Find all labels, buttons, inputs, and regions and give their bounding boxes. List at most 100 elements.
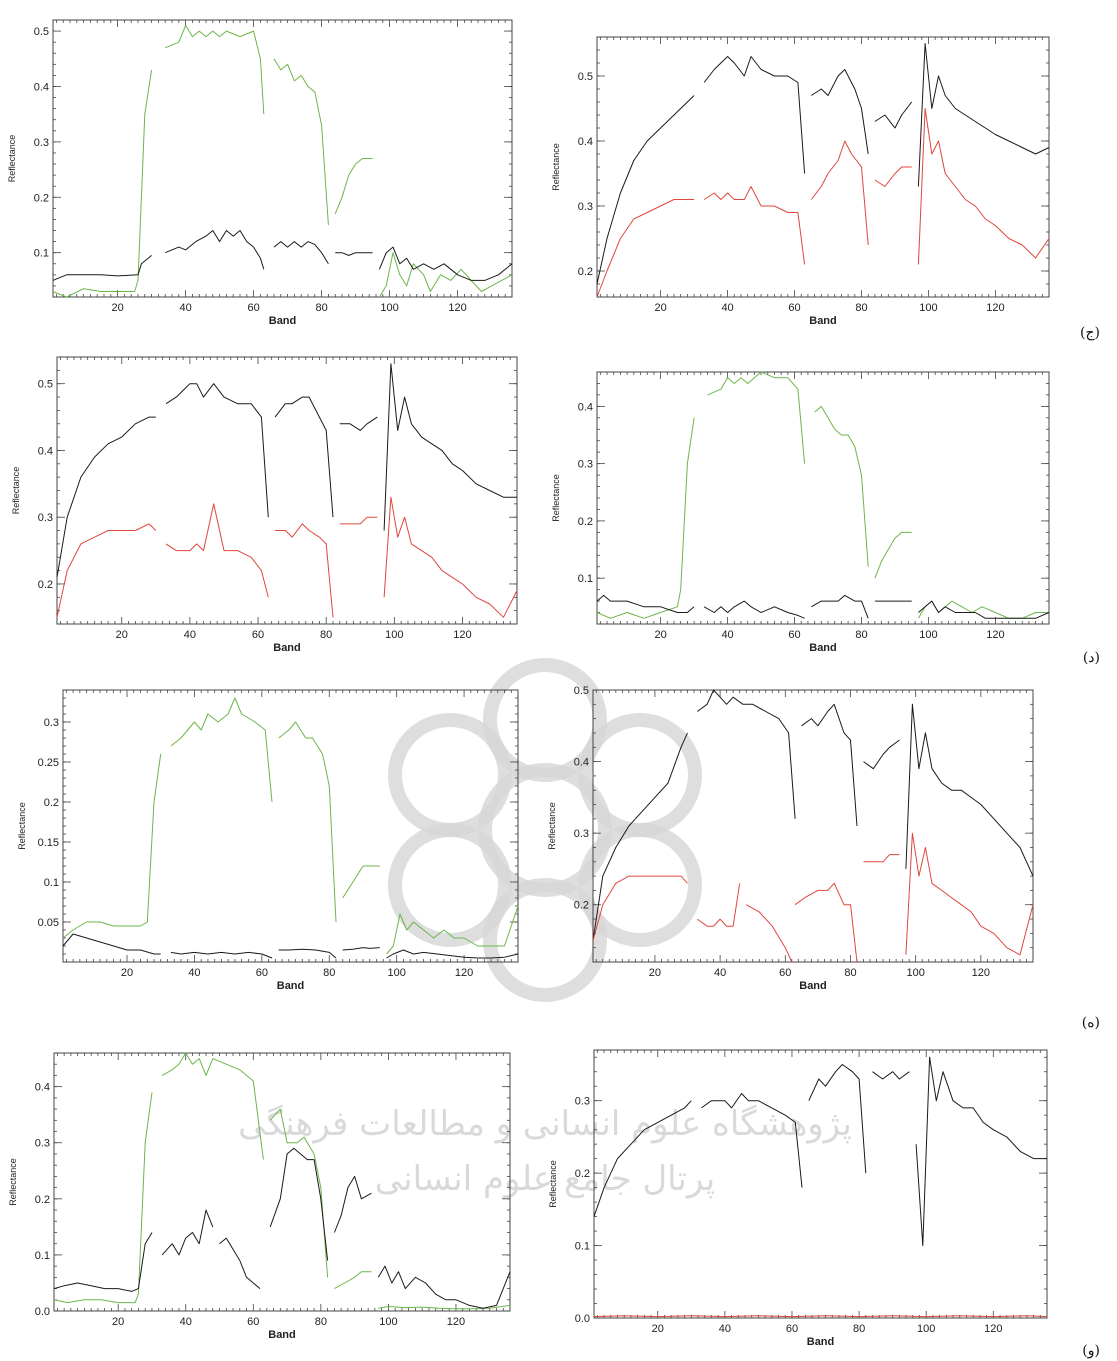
series-segment (339, 416, 378, 431)
x-tick-label: 60 (786, 1323, 798, 1335)
series-segment (56, 416, 156, 578)
series-segment (703, 600, 805, 619)
x-tick-label: 40 (719, 1323, 731, 1335)
series-segment (219, 1237, 261, 1289)
y-tick-label: 0.3 (34, 137, 49, 149)
x-tick-label: 100 (906, 967, 924, 979)
series-segment (703, 186, 806, 265)
series-segment (53, 1232, 153, 1292)
chart-row1-left: 20 40 60 80 100 120 0.1 0.2 0.3 0.4 0.5 Band Reflect… (7, 19, 513, 327)
series-segment (342, 865, 380, 899)
series-segment (917, 600, 1049, 619)
y-tick-label: 0.15 (38, 837, 59, 849)
series-green (62, 697, 519, 955)
series-segment (596, 594, 695, 613)
series-segment (378, 252, 513, 298)
y-tick-label: 0.3 (578, 201, 593, 213)
y-tick-label: 0.2 (575, 1168, 590, 1180)
series-segment (697, 689, 796, 819)
y-tick-label: 0.2 (44, 797, 59, 809)
x-tick-label: 120 (986, 629, 1004, 641)
series-segment (165, 383, 269, 518)
x-tick-label: 120 (455, 967, 473, 979)
x-axis-title: Band (277, 980, 305, 992)
plot-frame (592, 689, 1034, 963)
series-black (596, 43, 1050, 285)
x-tick-label: 20 (112, 1316, 124, 1328)
y-tick-label: 0.3 (44, 717, 59, 729)
series-black (592, 689, 1034, 941)
minor-ticks (53, 19, 513, 298)
series-segment (386, 905, 519, 955)
x-tick-label: 40 (721, 629, 733, 641)
x-tick-label: 40 (180, 1316, 192, 1328)
x-tick-label: 80 (853, 1323, 865, 1335)
x-tick-label: 60 (788, 302, 800, 314)
x-tick-label: 80 (315, 302, 327, 314)
y-tick-label: 0.4 (35, 1082, 50, 1094)
plot-frame (593, 1049, 1048, 1319)
series-segment (161, 1052, 264, 1160)
series-segment (269, 1108, 329, 1278)
plot-frame (53, 1052, 511, 1312)
x-tick-label: 80 (855, 629, 867, 641)
y-tick-label: 0.0 (575, 1313, 590, 1325)
watermark (388, 658, 702, 1002)
x-tick-label: 20 (654, 302, 666, 314)
y-tick-label: 0.2 (34, 192, 49, 204)
y-axis-title: Reflectance (8, 1158, 18, 1206)
x-tick-label: 20 (654, 629, 666, 641)
y-axis-title: Reflectance (551, 143, 561, 191)
chart-row3-left: 20 40 60 80 100 120 0.05 0.1 0.15 0.2 0.25 0.3 Band R… (17, 689, 519, 992)
x-tick-label: 20 (116, 629, 128, 641)
series-segment (917, 108, 1050, 265)
y-tick-label: 0.3 (38, 512, 53, 524)
series-black (52, 230, 513, 281)
y-tick-label: 0.5 (574, 685, 589, 697)
series-segment (707, 371, 806, 464)
series-green (596, 371, 1049, 619)
x-axis-title: Band (807, 1336, 835, 1348)
series-segment (273, 241, 329, 265)
row-tag-4: (و) (1082, 1343, 1100, 1359)
series-segment (269, 1147, 329, 1261)
y-tick-label: 0.5 (34, 26, 49, 38)
x-tick-label: 60 (256, 967, 268, 979)
x-tick-label: 80 (315, 1316, 327, 1328)
series-segment (697, 883, 741, 927)
series-black (53, 1147, 511, 1309)
chart-row2-left: 20 40 60 80 100 120 0.2 0.3 0.4 0.5 Band Reflectanc… (11, 356, 518, 654)
y-tick-label: 0.2 (35, 1194, 50, 1206)
series-segment (593, 1100, 692, 1217)
x-tick-label: 100 (917, 1323, 935, 1335)
x-tick-label: 60 (788, 629, 800, 641)
watermark-line1: پژوهشگاه علوم انسانی و مطالعات فرهنگی (238, 1104, 852, 1144)
y-axis-title: Reflectance (7, 135, 17, 183)
x-tick-label: 80 (323, 967, 335, 979)
x-axis-title: Band (269, 315, 297, 327)
x-axis-title: Band (273, 642, 301, 654)
series-segment (596, 199, 695, 298)
series-segment (596, 417, 695, 619)
x-tick-label: 60 (247, 302, 259, 314)
x-tick-label: 20 (652, 1323, 664, 1335)
series-black (596, 594, 1050, 619)
y-tick-label: 0.2 (574, 900, 589, 912)
x-tick-label: 40 (184, 629, 196, 641)
y-axis-title: Reflectance (547, 802, 557, 850)
series-segment (745, 904, 793, 963)
row-tag-2: (د) (1083, 650, 1100, 666)
series-red (56, 496, 518, 618)
series-segment (808, 1064, 867, 1174)
series-segment (383, 496, 518, 618)
series-segment (52, 69, 153, 298)
series-segment (592, 732, 688, 941)
y-tick-label: 0.5 (38, 379, 53, 391)
y-tick-label: 0.3 (578, 459, 593, 471)
series-segment (273, 58, 329, 226)
series-black (56, 363, 517, 578)
x-tick-label: 120 (453, 629, 471, 641)
x-tick-label: 120 (984, 1323, 1002, 1335)
x-tick-label: 100 (919, 302, 937, 314)
